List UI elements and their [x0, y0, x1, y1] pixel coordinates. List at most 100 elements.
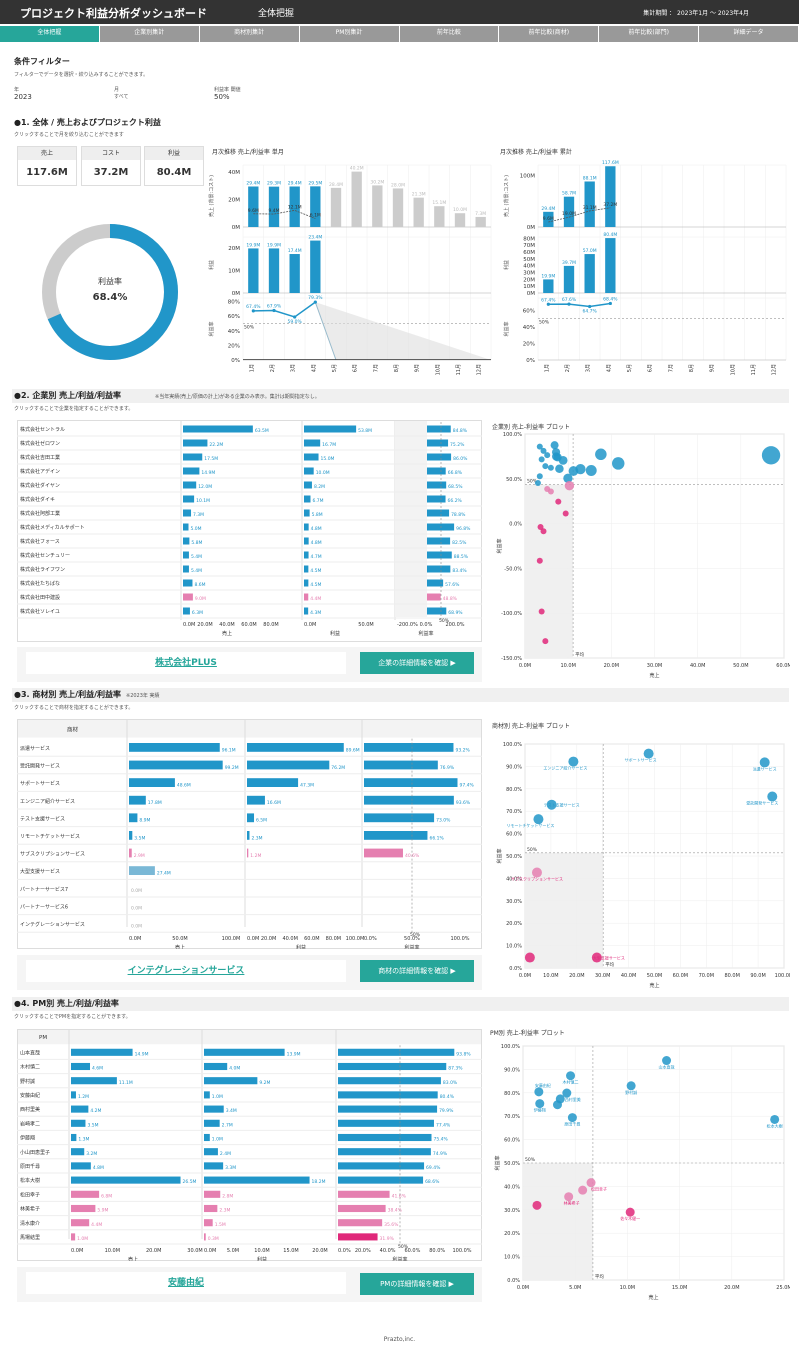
donut-label: 利益率 [98, 276, 122, 286]
sales-value: 5.0M [191, 526, 202, 532]
pm-detail-button[interactable]: PMの詳細情報を確認 ▶ [360, 1273, 474, 1295]
app-title: プロジェクト利益分析ダッシュボード [20, 7, 207, 20]
profit-value: 76.2M [331, 765, 345, 771]
tab-yoy[interactable]: 前年比較 [399, 26, 499, 42]
plot-point-label: 松本大樹 [767, 1122, 783, 1128]
x-tick: 100.0M [775, 973, 790, 979]
rate-point [546, 302, 550, 306]
sales-bar [310, 186, 321, 227]
cost-line [548, 207, 611, 223]
donut-chart[interactable]: 利益率 68.4% [40, 222, 180, 362]
plot-point-label: エンジニア紹介サービス [543, 765, 587, 771]
sales-value: 5.8M [191, 540, 202, 546]
company-plot-title: 企業別 売上-利益率 プロット [492, 424, 570, 431]
rate-tick: 80.0% [429, 1248, 445, 1254]
y-tick: 100.0% [503, 432, 522, 438]
plot-point-label: 原田千尋 [564, 1121, 580, 1127]
plot-point [568, 756, 579, 767]
month-tick: 3月 [291, 364, 297, 372]
rate-bar [364, 831, 428, 840]
profit-bar [247, 743, 344, 752]
sales-tick: 30.0M [187, 1248, 202, 1254]
y-tick: 50.0% [504, 1161, 520, 1167]
y-tick: 30.0% [504, 1208, 520, 1214]
product-detail-button[interactable]: 商材の詳細情報を確認 ▶ [360, 960, 474, 982]
rate-bar [338, 1062, 447, 1071]
sales-bar [475, 216, 486, 227]
tab-company[interactable]: 企業別集計 [99, 26, 199, 42]
profit-bar [304, 537, 309, 545]
profit-value: 2.4M [220, 1151, 231, 1157]
axis-title-rate: 利益率 [208, 321, 215, 336]
product-plot[interactable]: 100.0% 90.0% 80.0% 70.0% 60.0% 50.0% 40.0% 30.0… [490, 730, 790, 990]
company-selected-link[interactable]: 株式会社PLUS [26, 652, 346, 674]
profit-bar [248, 248, 259, 293]
rate-value: 75.4% [433, 1137, 448, 1143]
plot-point [532, 1200, 542, 1210]
tab-pm[interactable]: PM別集計 [299, 26, 399, 42]
profit-value: 2.3M [251, 835, 262, 841]
rate-value: 66.1% [429, 835, 444, 841]
pm-plot[interactable]: 100.0% 90.0% 80.0% 70.0% 60.0% 50.0% 40.0% 30.0… [488, 1036, 790, 1304]
x-tick: 0.0M [519, 663, 531, 669]
sales-value: 5.4M [191, 554, 202, 560]
plot-point [524, 952, 535, 963]
threshold-input[interactable]: 50% [214, 93, 230, 101]
x-tick: 40.0M [690, 663, 705, 669]
profit-bar [204, 1190, 221, 1198]
tab-overview[interactable]: 全体把握 [0, 26, 99, 42]
rate-tick: 0.0% [338, 1248, 351, 1254]
profit-bar [543, 279, 554, 293]
rate-tick: 40.0% [380, 1248, 396, 1254]
profit-label: 57.0M [583, 248, 597, 254]
row-name: インテグレーションサービス [20, 921, 85, 928]
rate-value: 84.8% [453, 428, 468, 434]
table-header-label: 商材 [67, 725, 79, 733]
sales-value: 0.0M [131, 888, 142, 894]
table-header [18, 1030, 481, 1045]
product-selected-link[interactable]: インテグレーションサービス [26, 960, 346, 982]
company-table[interactable]: 株式会社セントラル 63.5M 53.8M 84.8% 株式会社ゼロワン 22.2M 16.… [17, 420, 482, 642]
y-tick: 100.0% [503, 742, 522, 748]
tab-product[interactable]: 商材別集計 [199, 26, 299, 42]
plot-point [563, 473, 573, 483]
sec2-title-note: ※当年実績(売上/原価の計上)がある企業のみ表示。集計は期間指定なし。 [155, 394, 320, 400]
plot-point [562, 510, 569, 517]
filter-note: フィルターでデータを選択・絞り込みすることができます。 [14, 72, 149, 78]
year-select[interactable]: 2023 [14, 93, 32, 101]
rate-bar [427, 537, 451, 545]
company-detail-button[interactable]: 企業の詳細情報を確認 ▶ [360, 652, 474, 674]
sales-value: 5.4M [191, 568, 202, 574]
rate-value: 41.6% [392, 1193, 407, 1199]
tick-profit: 60M [523, 250, 535, 256]
rate-value: 38.4% [388, 1208, 403, 1214]
sales-label: 29.3M [267, 181, 281, 187]
profit-label: 19.9M [246, 242, 260, 248]
sales-bar [183, 481, 197, 489]
profit-bar [247, 795, 265, 805]
pm-selected-link[interactable]: 安藤由紀 [26, 1272, 346, 1294]
month-select[interactable]: すべて [114, 94, 129, 100]
tick-sales: 100M [520, 173, 535, 179]
tab-yoy-product[interactable]: 前年比較(商材) [499, 26, 599, 42]
sec1-title: ●1. 全体 / 売上およびプロジェクト利益 [14, 118, 161, 127]
plot-point [611, 457, 625, 470]
rate-label: 64.7% [583, 309, 598, 315]
sales-value: 8.6M [194, 582, 205, 588]
profit-tick: 15.0M [283, 1248, 298, 1254]
rate-value: 68.5% [448, 484, 463, 490]
tab-yoy-dept[interactable]: 前年比較(部門) [599, 26, 699, 42]
sales-bar [71, 1062, 91, 1071]
filter-title: 条件フィルター [14, 57, 70, 66]
company-plot[interactable]: 100.0% 50.0% 0.0% -50.0% -100.0% -150.0%0.0M 1… [490, 430, 790, 682]
profit-label: 19.9M [541, 273, 555, 279]
plot-point [544, 452, 551, 459]
kpi-profit: 利益 80.4M [144, 146, 204, 186]
tab-detail[interactable]: 詳細データ [699, 26, 798, 42]
plot-point [551, 452, 561, 461]
y-tick: 70.0% [504, 1114, 520, 1120]
pm-table[interactable]: PM 山本直哉 14.9M 13.9M 93.8% 木村慎二 4.6M 4.0M 87.3% 野村… [17, 1029, 482, 1261]
